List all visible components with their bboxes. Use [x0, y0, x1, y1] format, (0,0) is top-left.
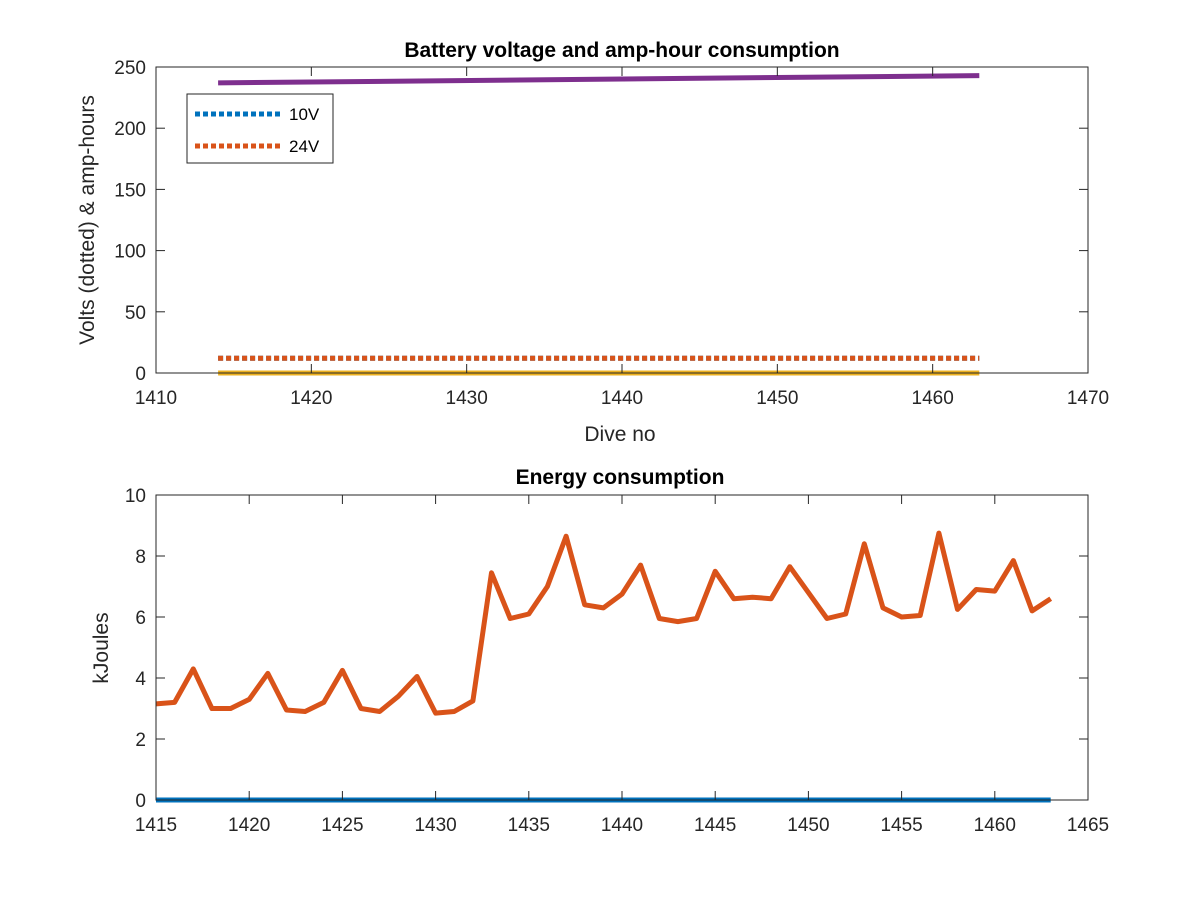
energy-plot-x-tick-label: 1450 [787, 815, 829, 836]
energy-plot-y-tick-label: 8 [135, 547, 146, 568]
energy-plot-x-tick-label: 1430 [414, 815, 456, 836]
voltage-plot-legend: 10V 24V [186, 93, 334, 164]
energy-plot-y-tick-label: 6 [135, 608, 146, 629]
voltage-plot-x-label: Dive no [584, 423, 655, 446]
voltage-plot-y-tick-label: 150 [114, 180, 146, 201]
energy-plot-title: Energy consumption [516, 466, 725, 489]
energy-plot-x-tick-label: 1420 [228, 815, 270, 836]
voltage-plot-x-tick-label: 1420 [290, 388, 332, 409]
energy-plot-ticks: 1415 1420 1425 1430 1435 1440 1445 1450 1455 1460… [125, 486, 1109, 836]
energy-plot-x-tick-label: 1415 [135, 815, 177, 836]
energy-plot-y-tick-label: 0 [135, 791, 146, 812]
energy-plot: 1415 1420 1425 1430 1435 1440 1445 1450 1455 1460… [90, 466, 1109, 836]
voltage-plot-y-tick-label: 100 [114, 242, 146, 263]
voltage-plot-x-tick-label: 1410 [135, 388, 177, 409]
energy-plot-x-tick-label: 1445 [694, 815, 736, 836]
energy-plot-x-tick-label: 1440 [601, 815, 643, 836]
energy-plot-y-tick-label: 2 [135, 730, 146, 751]
legend-label-10v: 10V [289, 105, 320, 124]
energy-plot-x-tick-label: 1455 [880, 815, 922, 836]
voltage-plot-x-tick-label: 1470 [1067, 388, 1109, 409]
voltage-plot-title: Battery voltage and amp-hour consumption [404, 39, 839, 62]
energy-plot-x-tick-label: 1425 [321, 815, 363, 836]
energy-plot-y-tick-label: 4 [135, 669, 146, 690]
voltage-plot-x-tick-label: 1430 [446, 388, 488, 409]
voltage-plot-y-tick-label: 0 [135, 364, 146, 385]
voltage-plot-y-tick-label: 250 [114, 58, 146, 79]
legend-box [186, 93, 334, 164]
energy-plot-y-label: kJoules [90, 612, 113, 683]
voltage-plot-x-tick-label: 1450 [756, 388, 798, 409]
legend-label-24v: 24V [289, 137, 320, 156]
voltage-plot-x-tick-label: 1440 [601, 388, 643, 409]
energy-plot-x-tick-label: 1460 [974, 815, 1016, 836]
voltage-plot-ticks: 1410 1420 1430 1440 1450 1460 1470 0 50 100 150 200… [114, 58, 1109, 409]
voltage-plot-x-tick-label: 1460 [912, 388, 954, 409]
voltage-plot-y-tick-label: 50 [125, 303, 146, 324]
voltage-plot-y-label: Volts (dotted) & amp-hours [76, 95, 99, 345]
energy-plot-series-line-1 [155, 530, 1053, 716]
energy-plot-x-tick-label: 1435 [508, 815, 550, 836]
voltage-plot-series-line-3 [218, 73, 980, 86]
energy-plot-y-tick-label: 10 [125, 486, 146, 507]
energy-plot-x-tick-label: 1465 [1067, 815, 1109, 836]
voltage-plot: 1410 1420 1430 1440 1450 1460 1470 0 50 100 150 200… [76, 39, 1109, 446]
voltage-plot-y-tick-label: 200 [114, 119, 146, 140]
